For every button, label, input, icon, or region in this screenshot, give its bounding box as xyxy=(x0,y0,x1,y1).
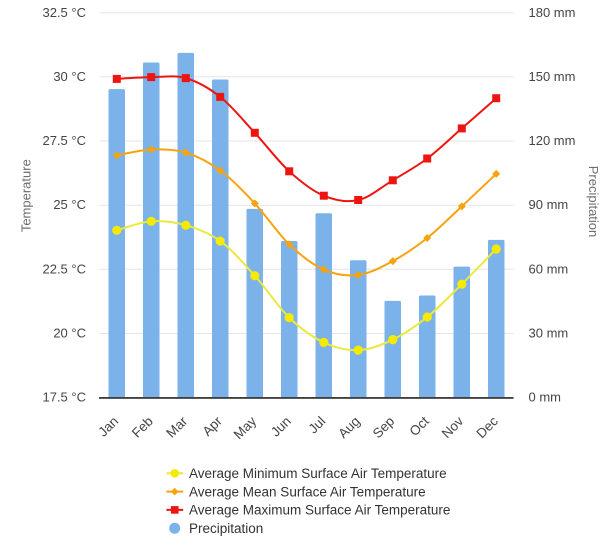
svg-text:Average Maximum Surface Air Te: Average Maximum Surface Air Temperature xyxy=(189,503,450,518)
svg-text:30 °C: 30 °C xyxy=(53,69,86,84)
svg-text:27.5 °C: 27.5 °C xyxy=(42,133,86,148)
svg-text:Precipitation: Precipitation xyxy=(586,166,601,238)
svg-text:25 °C: 25 °C xyxy=(53,197,86,212)
svg-text:90 mm: 90 mm xyxy=(529,197,569,212)
svg-text:180 mm: 180 mm xyxy=(529,5,576,20)
svg-text:22.5 °C: 22.5 °C xyxy=(42,261,86,276)
svg-text:120 mm: 120 mm xyxy=(529,133,576,148)
svg-text:60 mm: 60 mm xyxy=(529,261,569,276)
svg-text:32.5 °C: 32.5 °C xyxy=(42,5,86,20)
svg-text:Average Mean Surface Air Tempe: Average Mean Surface Air Temperature xyxy=(189,484,426,499)
svg-text:0 mm: 0 mm xyxy=(529,390,562,405)
svg-text:20 °C: 20 °C xyxy=(53,326,86,341)
svg-text:Average Minimum Surface Air Te: Average Minimum Surface Air Temperature xyxy=(189,466,447,481)
svg-text:Temperature: Temperature xyxy=(19,159,34,232)
svg-text:150 mm: 150 mm xyxy=(529,69,576,84)
svg-text:Precipitation: Precipitation xyxy=(189,521,263,536)
svg-text:17.5 °C: 17.5 °C xyxy=(42,390,86,405)
svg-text:30 mm: 30 mm xyxy=(529,326,569,341)
